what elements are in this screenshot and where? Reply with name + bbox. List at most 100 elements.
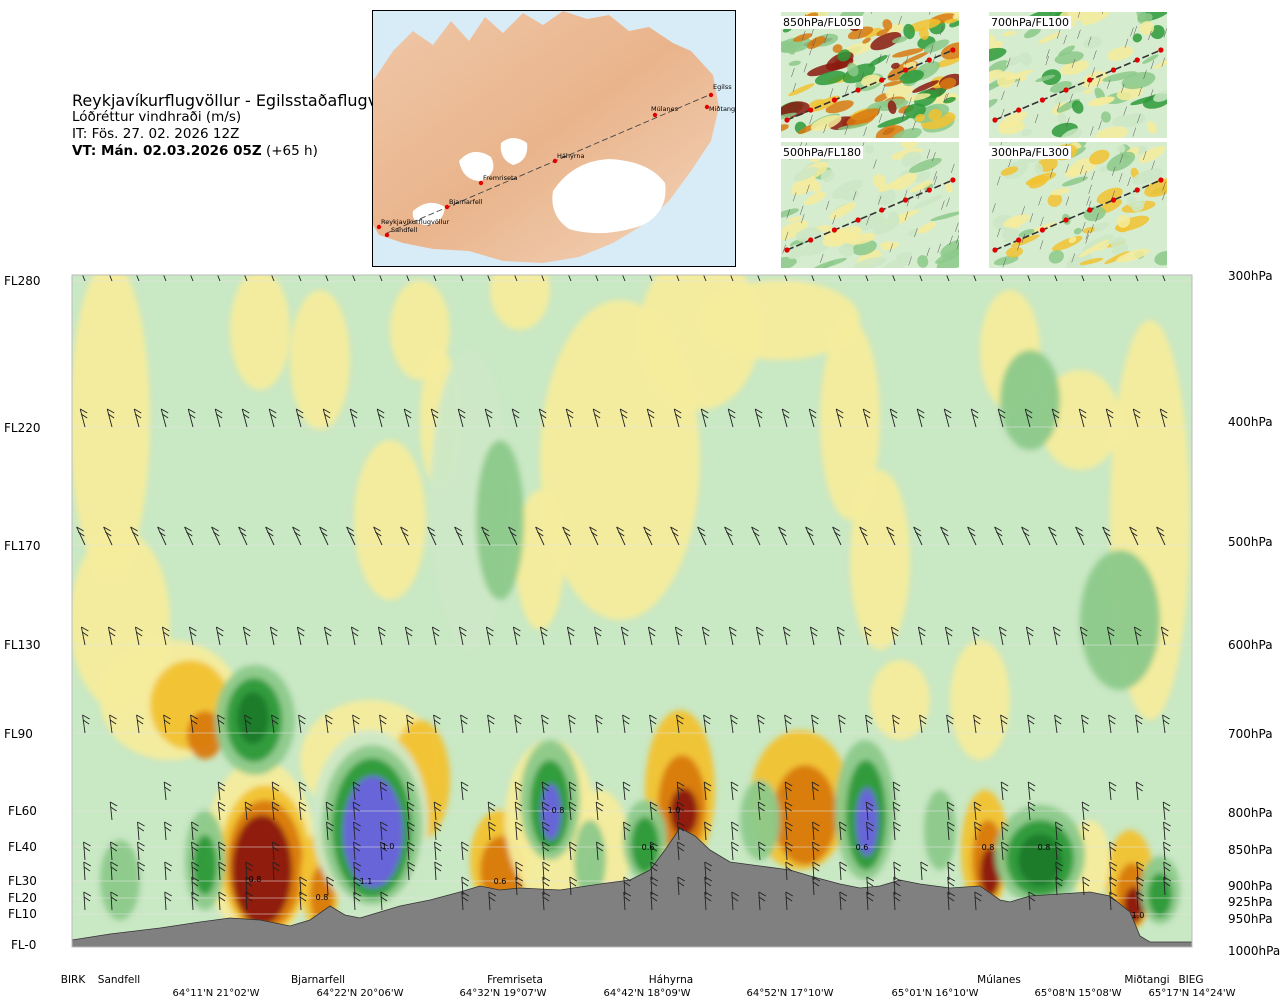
p-label: 600hPa: [1228, 638, 1273, 652]
mini-map-waypoint: [1064, 87, 1069, 92]
wind-barb-flag: [889, 268, 895, 272]
fl-label: FL10: [8, 907, 37, 921]
wind-barb-flag: [241, 268, 247, 272]
wind-barb-flag: [295, 268, 301, 272]
wind-barb-flag: [268, 268, 274, 272]
fl-label: FL40: [8, 840, 37, 854]
wind-barb-flag: [943, 268, 949, 272]
mini-map-waypoint: [950, 47, 955, 52]
contour-label: 0.8: [552, 806, 565, 815]
station-label: BIEG: [1178, 974, 1203, 986]
route-waypoint-dot: [653, 113, 657, 117]
route-waypoint-label: Sandfell: [391, 226, 417, 234]
fl-label: FL220: [4, 421, 41, 435]
station-label: Miðtangi: [1124, 974, 1169, 986]
velocity-cell: [850, 470, 910, 650]
fl-label: FL30: [8, 874, 37, 888]
wind-barb-flag: [565, 268, 571, 272]
mini-map-500: 500hPa/FL180: [781, 142, 959, 268]
mini-map-waypoint: [808, 107, 813, 112]
route-waypoint-dot: [709, 93, 713, 97]
wind-barb-flag: [700, 268, 706, 272]
velocity-cell: [232, 815, 292, 925]
issue-time: IT: Fös. 27. 02. 2026 12Z: [72, 126, 413, 143]
velocity-cell: [237, 692, 269, 744]
fl-label: FL280: [4, 274, 41, 288]
wind-barb-flag: [457, 268, 463, 272]
velocity-cell: [354, 440, 426, 600]
wind-barb-flag: [1132, 268, 1138, 272]
mini-map-850-svg: [781, 12, 959, 138]
mini-map-850-label: 850hPa/FL050: [781, 16, 863, 29]
valid-time-bold: VT: Mán. 02.03.2026 05Z: [72, 143, 262, 159]
wind-barb-flag: [403, 268, 409, 272]
mini-map-waypoint: [784, 117, 789, 122]
station-label: Bjarnarfell: [291, 974, 345, 986]
mini-map-700: 700hPa/FL100: [989, 12, 1167, 138]
coord-label: 65°01'N 16°10'W: [892, 988, 979, 999]
mini-map-waypoint: [1040, 227, 1045, 232]
mini-map-waypoint: [927, 57, 932, 62]
contour-label: 1.0: [1132, 911, 1145, 920]
wind-barb-flag: [106, 268, 112, 272]
variable-title: Lóðréttur vindhraði (m/s): [72, 109, 413, 126]
mini-map-waypoint: [903, 67, 908, 72]
wind-barb-flag: [916, 268, 922, 272]
contour-label: 0.6: [642, 843, 655, 852]
station-label: BIRK: [61, 974, 85, 986]
mini-map-waypoint: [992, 117, 997, 122]
wind-barb-flag: [808, 268, 814, 272]
mini-map-300-label: 300hPa/FL300: [989, 146, 1071, 159]
route-waypoint-label: Fremriseta: [483, 174, 518, 182]
route-waypoint-label: Múlanes: [651, 105, 679, 113]
wind-barb-flag: [322, 268, 328, 272]
wind-barb-flag: [1078, 268, 1084, 272]
mini-map-waypoint: [856, 87, 861, 92]
mini-map-waypoint: [1040, 97, 1045, 102]
mini-map-waypoint: [1016, 107, 1021, 112]
p-label: 850hPa: [1228, 843, 1273, 857]
mini-map-waypoint: [879, 207, 884, 212]
wind-barb-flag: [538, 268, 544, 272]
velocity-cell: [1018, 834, 1062, 886]
contour-label: 0.8: [249, 875, 262, 884]
velocity-cell: [290, 290, 350, 430]
route-waypoint-dot: [385, 233, 389, 237]
contour-label: 1.0: [668, 806, 681, 815]
mini-map-500-label: 500hPa/FL180: [781, 146, 863, 159]
mini-map-waypoint: [808, 237, 813, 242]
wind-barb-flag: [133, 268, 139, 272]
fl-label: FL170: [4, 539, 41, 553]
contour-label: 0.6: [856, 843, 869, 852]
wind-barb-flag: [835, 268, 841, 272]
wind-barb-flag: [592, 268, 598, 272]
wind-barb-flag: [430, 268, 436, 272]
contour-label: 1.1: [360, 877, 373, 886]
wind-barb-flag: [79, 268, 85, 272]
contour-label: 0.8: [316, 893, 329, 902]
wind-barb-flag: [1105, 268, 1111, 272]
coord-label: 64°22'N 20°06'W: [317, 988, 404, 999]
p-label: 900hPa: [1228, 879, 1273, 893]
cross-section-chart: 0.8 1.11.00.80.60.80.61.00.6 0.8 0.81.0: [0, 268, 1280, 968]
wind-barb-flag: [862, 268, 868, 272]
coord-label: 64°52'N 17°10'W: [747, 988, 834, 999]
route-map-svg: ReykjavíkurflugvöllurSandfellBjarnarfell…: [373, 11, 736, 267]
coord-label: 65°08'N 15°08'W: [1035, 988, 1122, 999]
wind-barb-flag: [160, 268, 166, 272]
p-label: 950hPa: [1228, 912, 1273, 926]
route-title: Reykjavíkurflugvöllur - Egilsstaðaflugvö…: [72, 92, 413, 109]
mini-map-waypoint: [1064, 217, 1069, 222]
p-label: 800hPa: [1228, 806, 1273, 820]
velocity-cell: [773, 765, 837, 865]
contour-label: 0.8: [1038, 843, 1051, 852]
mini-map-waypoint: [1016, 237, 1021, 242]
wind-barb-flag: [673, 268, 679, 272]
velocity-cell: [230, 270, 290, 390]
mini-map-waypoint: [832, 97, 837, 102]
wind-barb-flag: [484, 268, 490, 272]
mini-map-waypoint: [1087, 207, 1092, 212]
p-label: 700hPa: [1228, 727, 1273, 741]
wind-barb-flag: [1024, 268, 1030, 272]
contour-label: 0.6: [494, 877, 507, 886]
